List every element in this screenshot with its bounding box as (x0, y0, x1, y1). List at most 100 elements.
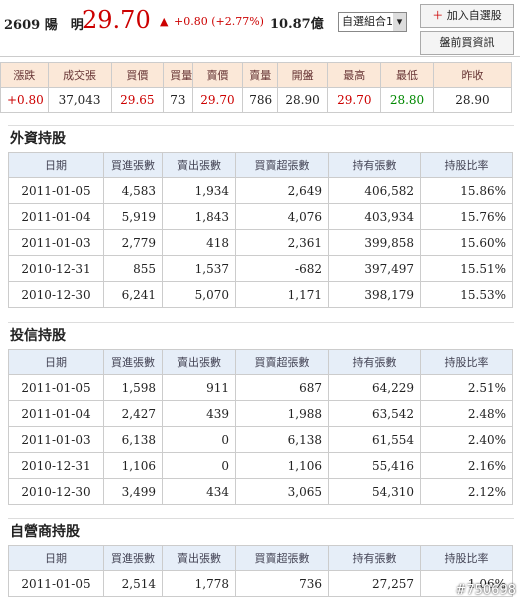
plus: ＋ (432, 9, 444, 22)
cell: 27,257 (328, 570, 421, 597)
cell: 6,138 (235, 426, 329, 453)
cell: 2011-01-04 (8, 203, 104, 230)
holding-table: 日期 買進張數 賣出張數 買賣超張數 持有張數 持股比率 2011-01-05 4,583 1,… (8, 152, 513, 308)
cell: 54,310 (328, 478, 421, 505)
cell: 2011-01-05 (8, 177, 104, 204)
cell: 1,598 (103, 374, 163, 401)
column-header: 賣出張數 (162, 152, 236, 178)
cell: 2.12% (420, 478, 513, 505)
cell: 0 (162, 426, 236, 453)
table-row: 2011-01-03 2,779 418 2,361 399,858 15.60% (8, 229, 513, 256)
cell: 2010-12-31 (8, 452, 104, 479)
cell: 3,499 (103, 478, 163, 505)
table-row: 2011-01-03 6,138 0 6,138 61,554 2.40% (8, 426, 513, 453)
quote-value: 29.70 (327, 87, 382, 113)
holding-table: 日期 買進張數 賣出張數 買賣超張數 持有張數 持股比率 2011-01-05 1,598 91… (8, 349, 513, 505)
column-header: 持股比率 (420, 152, 513, 178)
cell: 3,065 (235, 478, 329, 505)
column-header: 日期 (8, 152, 104, 178)
cell: 15.51% (420, 255, 513, 282)
cell: 55,416 (328, 452, 421, 479)
quote-value: 28.90 (432, 87, 513, 113)
cell: 15.76% (420, 203, 513, 230)
quote-table: 漲跌 成交張 買價 買量 賣價 賣量 開盤 最高 最低 昨收 +0.80 37,043 29.65 73 2… (0, 62, 513, 113)
column-header: 買進張數 (103, 152, 163, 178)
button-label: 盤前買資訊 (439, 36, 495, 49)
button-label: 加入自選股 (446, 9, 502, 22)
cell: 403,934 (328, 203, 421, 230)
cell: 1,106 (103, 452, 163, 479)
cell: 855 (103, 255, 163, 282)
cell: 2011-01-03 (8, 426, 104, 453)
info-button[interactable]: 盤前買資訊 (420, 31, 514, 55)
column-header: 買進張數 (103, 545, 163, 571)
cell: 15.53% (420, 281, 513, 308)
select[interactable]: 自選組合1 ▾ (338, 12, 407, 32)
table-row: 2011-01-04 2,427 439 1,988 63,542 2.48% (8, 400, 513, 427)
quote-value: 73 (163, 87, 193, 113)
table-row: 2011-01-05 1,598 911 687 64,229 2.51% (8, 374, 513, 401)
quote-header: 漲跌 成交張 買價 買量 賣價 賣量 開盤 最高 最低 昨收 (0, 62, 513, 88)
table-header: 日期 買進張數 賣出張數 買賣超張數 持有張數 持股比率 (8, 349, 513, 375)
cell: 1,988 (235, 400, 329, 427)
cell: 418 (162, 229, 236, 256)
select-label: 自選組合1 (342, 15, 393, 28)
cell: 434 (162, 478, 236, 505)
cell: 1,537 (162, 255, 236, 282)
cell: 0 (162, 452, 236, 479)
cell: 1,843 (162, 203, 236, 230)
cell: 736 (235, 570, 329, 597)
cell: 2.51% (420, 374, 513, 401)
quote-col: 賣量 (242, 62, 278, 88)
column-header: 日期 (8, 545, 104, 571)
table-row: 2010-12-31 855 1,537 -682 397,497 15.51% (8, 255, 513, 282)
cell: 15.86% (420, 177, 513, 204)
cell: 2011-01-05 (8, 570, 104, 597)
quote-value: 29.65 (110, 87, 165, 113)
cell: 1,778 (162, 570, 236, 597)
cell: 4,583 (103, 177, 163, 204)
quote-value: +0.80 (0, 87, 49, 113)
quote-col: 最低 (380, 62, 434, 88)
quote-col: 買量 (163, 62, 193, 88)
header: 2609 陽 明 29.70 ▲ +0.80 (+2.77%) 10.87億 自… (0, 0, 520, 57)
quote-row: +0.80 37,043 29.65 73 29.70 786 28.90 29.70 28.8… (0, 87, 513, 113)
cell: 1.06% (420, 570, 513, 597)
watermark: #750698 (455, 583, 516, 598)
select-arrow: ▾ (393, 13, 406, 31)
section-title: 外資持股 (8, 125, 514, 152)
column-header: 持有張數 (328, 152, 421, 178)
table-row: 2010-12-31 1,106 0 1,106 55,416 2.16% (8, 452, 513, 479)
cell: 2,361 (235, 229, 329, 256)
cell: 1,106 (235, 452, 329, 479)
table-row: 2010-12-30 6,241 5,070 1,171 398,179 15.53% (8, 281, 513, 308)
cell: 911 (162, 374, 236, 401)
column-header: 賣出張數 (162, 349, 236, 375)
cell: 6,138 (103, 426, 163, 453)
section-title: 投信持股 (8, 322, 514, 349)
cell: 397,497 (328, 255, 421, 282)
cell: 2,514 (103, 570, 163, 597)
quote-value: 37,043 (47, 87, 112, 113)
arrow: ▲ (160, 15, 169, 28)
cell: 2011-01-05 (8, 374, 104, 401)
column-header: 買賣超張數 (235, 349, 329, 375)
column-header: 日期 (8, 349, 104, 375)
cell: 2011-01-03 (8, 229, 104, 256)
column-header: 買賣超張數 (235, 152, 329, 178)
quote-col: 漲跌 (0, 62, 49, 88)
quote-value: 29.70 (191, 87, 244, 113)
stock-name: 2609 陽 明 (4, 18, 84, 33)
quote-value: 28.80 (380, 87, 434, 113)
table-header: 日期 買進張數 賣出張數 買賣超張數 持有張數 持股比率 (8, 545, 513, 571)
add-button[interactable]: ＋ 加入自選股 (420, 4, 514, 28)
quote-col: 開盤 (276, 62, 329, 88)
cell: 687 (235, 374, 329, 401)
cell: 5,919 (103, 203, 163, 230)
cell: 2011-01-04 (8, 400, 104, 427)
price: 29.70 (82, 6, 151, 34)
column-header: 持有張數 (328, 349, 421, 375)
cell: 2.16% (420, 452, 513, 479)
cell: 2,649 (235, 177, 329, 204)
column-header: 賣出張數 (162, 545, 236, 571)
